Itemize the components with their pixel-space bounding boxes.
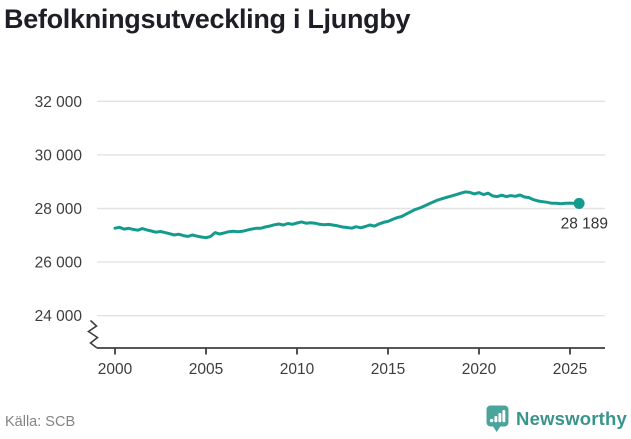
y-axis-break-icon	[87, 319, 99, 349]
x-tick-label: 2020	[462, 361, 497, 378]
page-title: Befolkningsutveckling i Ljungby	[4, 4, 411, 34]
population-line	[113, 190, 581, 240]
x-tick-label: 2005	[189, 361, 223, 378]
newsworthy-wordmark: Newsworthy	[516, 408, 627, 429]
newsworthy-bubble-chart-icon	[486, 405, 509, 432]
x-tick-label: 2015	[371, 361, 405, 378]
x-tick-label: 2010	[280, 361, 315, 378]
x-tick-label: 2000	[98, 361, 133, 378]
x-tick-label: 2025	[553, 361, 587, 378]
newsworthy-logo[interactable]: Newsworthy	[486, 405, 627, 433]
y-tick-label: 28 000	[35, 201, 83, 218]
end-value-label: 28 189	[561, 216, 608, 233]
end-point-dot	[573, 197, 585, 209]
y-tick-label: 32 000	[35, 94, 83, 111]
y-tick-label: 24 000	[35, 308, 83, 325]
y-tick-label: 26 000	[35, 255, 83, 272]
source-label: Källa: SCB	[5, 414, 76, 430]
y-tick-label: 30 000	[35, 147, 83, 164]
